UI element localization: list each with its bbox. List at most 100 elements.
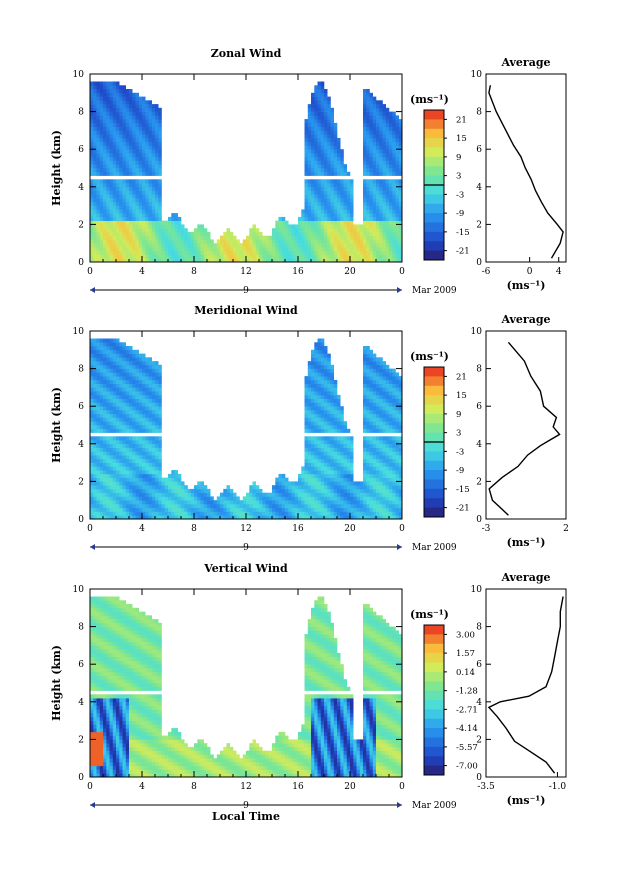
heatmap-cell bbox=[116, 391, 120, 396]
heatmap-cell bbox=[138, 477, 143, 482]
heatmap-cell bbox=[304, 168, 308, 173]
heatmap-cell bbox=[93, 342, 97, 347]
heatmap-cell bbox=[96, 376, 100, 381]
heatmap-cell bbox=[389, 153, 393, 158]
heatmap-cell bbox=[142, 96, 146, 101]
heatmap-cell bbox=[132, 387, 136, 392]
heatmap-cell bbox=[324, 349, 328, 354]
heatmap-cell bbox=[333, 421, 338, 426]
heatmap-cell bbox=[304, 504, 308, 509]
heatmap-cell bbox=[96, 220, 100, 225]
heatmap-cell bbox=[314, 220, 318, 225]
heatmap-cell bbox=[93, 81, 97, 86]
heatmap-cell bbox=[194, 511, 198, 516]
heatmap-cell bbox=[311, 357, 315, 362]
heatmap-cell bbox=[317, 406, 321, 411]
heatmap-cell bbox=[116, 500, 120, 505]
heatmap-cell bbox=[112, 186, 117, 191]
heatmap-cell bbox=[142, 186, 146, 191]
heatmap-cell bbox=[333, 492, 338, 497]
heatmap-cell bbox=[278, 477, 282, 482]
heatmap-cell bbox=[392, 179, 396, 184]
heatmap-cell bbox=[174, 243, 178, 248]
heatmap-cell bbox=[330, 406, 334, 411]
heatmap-cell bbox=[93, 406, 97, 411]
heatmap-cell bbox=[125, 485, 130, 490]
heatmap-cell bbox=[119, 186, 123, 191]
heatmap-cell bbox=[119, 413, 123, 418]
heatmap-cell bbox=[109, 417, 113, 422]
heatmap-cell bbox=[324, 254, 328, 259]
heatmap-cell bbox=[148, 485, 152, 490]
heatmap-cell bbox=[259, 500, 263, 505]
heatmap-cell bbox=[109, 198, 113, 203]
heatmap-cell bbox=[350, 243, 354, 248]
heatmap-cell bbox=[216, 504, 221, 509]
heatmap-cell bbox=[356, 496, 360, 501]
heatmap-cell bbox=[265, 247, 269, 252]
heatmap-cell bbox=[90, 353, 94, 358]
heatmap-cell bbox=[142, 473, 146, 478]
heatmap-cell bbox=[122, 470, 126, 475]
heatmap-cell bbox=[122, 383, 126, 388]
heatmap-cell bbox=[285, 504, 289, 509]
heatmap-cell bbox=[203, 250, 208, 255]
heatmap-cell bbox=[148, 100, 152, 105]
heatmap-cell bbox=[161, 515, 165, 519]
heatmap-cell bbox=[90, 228, 94, 233]
heatmap-cell bbox=[106, 126, 110, 131]
heatmap-cell bbox=[327, 511, 331, 516]
heatmap-cell bbox=[398, 179, 402, 184]
heatmap-cell bbox=[327, 190, 331, 195]
heatmap-cell bbox=[151, 440, 156, 445]
heatmap-cell bbox=[379, 376, 383, 381]
heatmap-cell bbox=[320, 201, 325, 206]
heatmap-cell bbox=[395, 231, 399, 236]
heatmap-cell bbox=[379, 507, 383, 512]
heatmap-cell bbox=[327, 168, 331, 173]
heatmap-cell bbox=[281, 231, 286, 236]
heatmap-cell bbox=[171, 485, 175, 490]
heatmap-cell bbox=[327, 137, 331, 142]
heatmap-cell bbox=[109, 137, 113, 142]
heatmap-cell bbox=[314, 368, 318, 373]
heatmap-cell bbox=[96, 402, 100, 407]
heatmap-cell bbox=[385, 194, 390, 199]
heatmap-cell bbox=[142, 496, 146, 501]
heatmap-cell bbox=[132, 485, 136, 490]
heatmap-cell bbox=[229, 500, 234, 505]
heatmap-cell bbox=[372, 462, 377, 467]
heatmap-cell bbox=[116, 209, 120, 214]
heatmap-cell bbox=[148, 368, 152, 373]
heatmap-cell bbox=[109, 111, 113, 116]
heatmap-cell bbox=[119, 346, 123, 351]
heatmap-cell bbox=[324, 376, 328, 381]
heatmap-cell bbox=[275, 243, 279, 248]
heatmap-cell bbox=[395, 194, 399, 199]
heatmap-cell bbox=[129, 428, 133, 433]
heatmap-cell bbox=[369, 477, 373, 482]
heatmap-cell bbox=[255, 231, 260, 236]
heatmap-cell bbox=[138, 156, 143, 161]
heatmap-cell bbox=[363, 364, 367, 369]
heatmap-cell bbox=[272, 488, 276, 493]
heatmap-cell bbox=[363, 137, 367, 142]
heatmap-cell bbox=[343, 440, 347, 445]
heatmap-cell bbox=[135, 447, 139, 452]
heatmap-cell bbox=[129, 361, 133, 366]
heatmap-cell bbox=[330, 413, 334, 418]
heatmap-cell bbox=[190, 231, 195, 236]
heatmap-cell bbox=[158, 119, 162, 124]
heatmap-cell bbox=[151, 488, 156, 493]
heatmap-cell bbox=[99, 447, 104, 452]
heatmap-cell bbox=[93, 466, 97, 471]
heatmap-cell bbox=[330, 496, 334, 501]
heatmap-cell bbox=[395, 156, 399, 161]
heatmap-cell bbox=[301, 220, 305, 225]
heatmap-cell bbox=[317, 462, 321, 467]
heatmap-cell bbox=[90, 153, 94, 158]
heatmap-cell bbox=[142, 477, 146, 482]
heatmap-cell bbox=[148, 492, 152, 497]
heatmap-cell bbox=[346, 443, 351, 448]
heatmap-cell bbox=[138, 383, 143, 388]
